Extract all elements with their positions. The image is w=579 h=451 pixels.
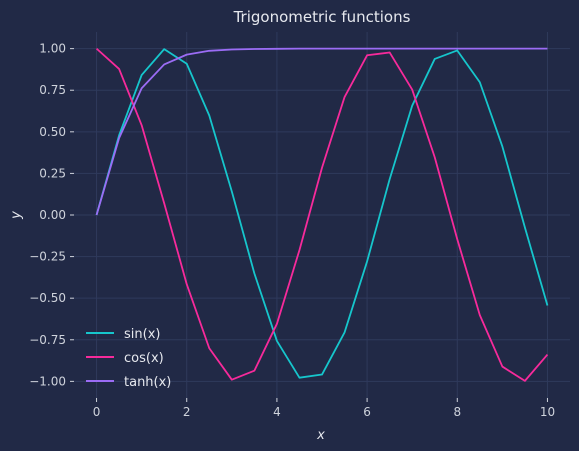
y-tick-label: 1.00: [39, 42, 66, 56]
y-tick-label: −0.25: [29, 250, 66, 264]
y-tick-label: 0.00: [39, 208, 66, 222]
x-tick-label: 6: [363, 405, 371, 419]
legend: sin(x) cos(x) tanh(x): [86, 327, 171, 390]
legend-label: cos(x): [124, 351, 164, 366]
x-tick-label: 8: [453, 405, 461, 419]
x-axis-ticks: 0 2 4 6 8 10: [93, 398, 555, 419]
x-tick-label: 0: [93, 405, 101, 419]
legend-label: tanh(x): [124, 375, 171, 390]
y-tick-label: 0.75: [39, 83, 66, 97]
series-lines: [95, 47, 549, 382]
x-tick-label: 4: [273, 405, 281, 419]
y-tick-label: −0.50: [29, 291, 66, 305]
series-line-1: [95, 47, 549, 382]
x-tick-label: 2: [183, 405, 191, 419]
legend-label: sin(x): [124, 327, 160, 342]
y-tick-label: 0.25: [39, 166, 66, 180]
series-line-0: [95, 48, 549, 379]
y-axis-label: y: [9, 211, 24, 220]
series-line-2: [95, 47, 548, 216]
y-tick-label: −1.00: [29, 374, 66, 388]
grid: [74, 32, 570, 398]
x-tick-label: 10: [540, 405, 555, 419]
y-tick-label: 0.50: [39, 125, 66, 139]
y-axis-ticks: 1.00 0.75 0.50 0.25 0.00 −0.25 −0.50 −0.75 −1.00: [29, 42, 74, 388]
x-axis-label: x: [316, 428, 325, 443]
y-tick-label: −0.75: [29, 333, 66, 347]
chart-title: Trigonometric functions: [233, 8, 411, 26]
